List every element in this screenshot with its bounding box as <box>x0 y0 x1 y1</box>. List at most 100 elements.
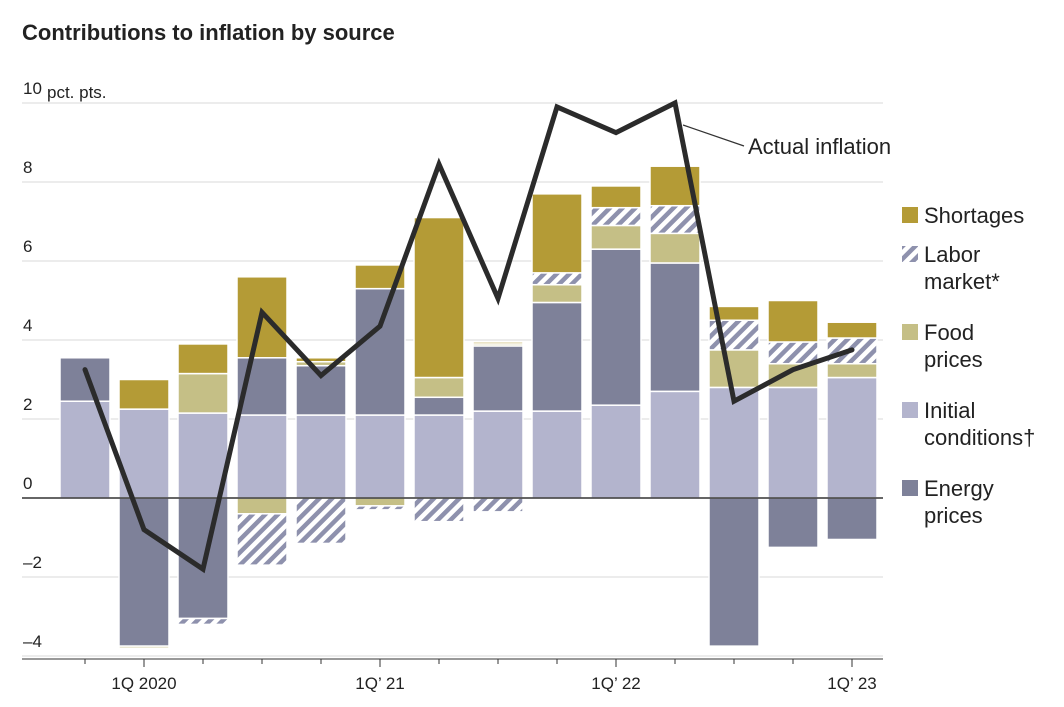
bar-initial <box>413 414 465 499</box>
bar-food <box>531 283 583 304</box>
bar-energy <box>118 497 170 647</box>
legend-label: Labor <box>924 242 980 267</box>
bar-energy <box>354 287 406 416</box>
y-tick-label: 2 <box>23 395 32 414</box>
x-tick-label: 1Q’ 23 <box>827 674 876 693</box>
bar-initial <box>531 410 583 499</box>
bar-labor <box>472 497 524 513</box>
bar-initial <box>295 414 347 499</box>
y-tick-label: 8 <box>23 158 32 177</box>
legend-label: prices <box>924 503 983 528</box>
legend-label: Initial <box>924 398 975 423</box>
y-tick-label: 10 <box>23 79 42 98</box>
bar-energy <box>531 301 583 412</box>
bar-shortages <box>708 305 760 321</box>
bar-food <box>826 362 878 379</box>
legend: ShortagesLabormarket*FoodpricesInitialco… <box>902 203 1035 528</box>
bar-labor <box>177 617 229 626</box>
bar-shortages <box>531 193 583 274</box>
bar-shortages <box>354 264 406 290</box>
bar-stack <box>649 165 701 499</box>
bar-labor <box>413 497 465 523</box>
y-tick-label: 4 <box>23 316 32 335</box>
bar-initial <box>472 410 524 499</box>
x-tick-label: 1Q’ 21 <box>355 674 404 693</box>
bar-shortages <box>177 343 229 375</box>
bar-initial <box>649 390 701 499</box>
legend-label: market* <box>924 269 1000 294</box>
bar-shortages <box>826 321 878 339</box>
bar-food <box>354 497 406 507</box>
bar-initial <box>354 414 406 499</box>
legend-swatch <box>902 246 918 262</box>
bar-energy <box>767 497 819 549</box>
bar-stack <box>826 321 878 541</box>
bar-stack <box>59 357 111 499</box>
bar-energy <box>472 345 524 412</box>
x-axis: 1Q 2020 1Q’ 21 1Q’ 22 1Q’ 23 <box>22 658 883 693</box>
actual-inflation-label: Actual inflation <box>748 134 891 159</box>
bar-initial <box>767 386 819 499</box>
bar-energy <box>649 262 701 393</box>
bar-stack <box>413 216 465 523</box>
inflation-line-group <box>82 99 855 574</box>
legend-label: Energy <box>924 476 994 501</box>
bar-stack <box>295 357 347 545</box>
legend-swatch <box>902 207 918 223</box>
bar-initial <box>708 386 760 499</box>
bar-initial <box>590 404 642 499</box>
y-axis-unit: pct. pts. <box>47 83 107 102</box>
bars <box>59 165 878 649</box>
y-axis: –4 –2 0 2 4 6 8 10 <box>23 79 42 651</box>
actual-inflation-leader <box>682 124 745 147</box>
bar-food <box>177 372 229 414</box>
bar-food <box>590 224 642 250</box>
bar-stack <box>354 264 406 511</box>
bar-labor <box>767 341 819 365</box>
legend-label: prices <box>924 347 983 372</box>
bar-energy <box>708 497 760 647</box>
bar-labor <box>295 497 347 545</box>
y-tick-label: 6 <box>23 237 32 256</box>
bar-stack <box>767 299 819 549</box>
bar-shortages <box>295 357 347 363</box>
bar-shortages <box>472 341 524 345</box>
bar-labor <box>236 513 288 566</box>
legend-swatch <box>902 324 918 340</box>
bar-shortages <box>590 185 642 209</box>
legend-swatch <box>902 402 918 418</box>
y-tick-label: –2 <box>23 553 42 572</box>
bar-initial <box>236 414 288 499</box>
chart-title: Contributions to inflation by source <box>22 20 395 45</box>
bar-food <box>649 232 701 264</box>
bar-initial <box>177 412 229 499</box>
legend-label: Shortages <box>924 203 1024 228</box>
legend-label: conditions† <box>924 425 1035 450</box>
bar-food <box>413 376 465 399</box>
bar-energy <box>413 396 465 416</box>
actual-inflation-line <box>82 99 855 574</box>
x-tick-label: 1Q’ 22 <box>591 674 640 693</box>
bar-labor <box>354 505 406 511</box>
legend-swatch <box>902 480 918 496</box>
legend-label: Food <box>924 320 974 345</box>
legend-item-shortages: Shortages <box>902 203 1024 228</box>
bar-stack <box>590 185 642 499</box>
bar-energy <box>590 248 642 406</box>
bar-shortages <box>118 378 170 410</box>
bar-stack <box>472 341 524 513</box>
bar-initial <box>826 376 878 499</box>
bar-energy <box>826 497 878 541</box>
bar-labor <box>590 206 642 227</box>
y-tick-label: 0 <box>23 474 32 493</box>
bar-labor <box>531 272 583 286</box>
bar-food <box>118 645 170 649</box>
bar-stack <box>531 193 583 499</box>
bar-energy <box>59 357 111 402</box>
bar-stack <box>708 305 760 647</box>
